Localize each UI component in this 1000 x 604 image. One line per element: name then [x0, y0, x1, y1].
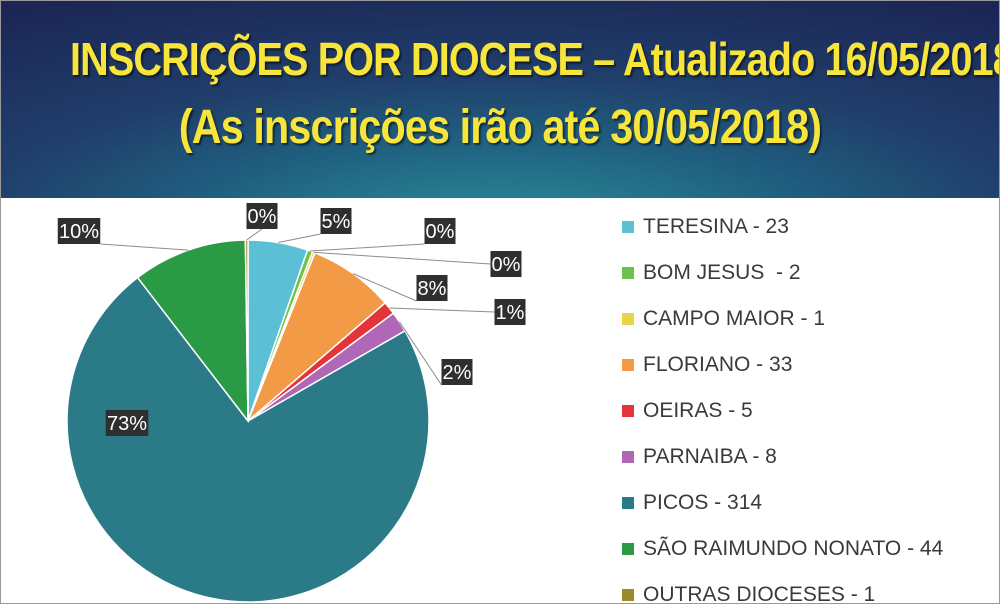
- data-label-box-sao-raimundo-nonato-44: [57, 218, 101, 244]
- leader-line-bom-jesus-2: [310, 243, 425, 252]
- legend-item-parnaiba-8: PARNAIBA - 8: [622, 434, 943, 480]
- data-label-box-teresina-23: [320, 208, 352, 234]
- legend-label: CAMPO MAIOR - 1: [643, 307, 826, 330]
- leader-line-parnaiba-8: [399, 321, 442, 386]
- legend-label: PARNAIBA - 8: [643, 445, 777, 468]
- data-label-teresina-23: 5%: [322, 211, 351, 233]
- legend-item-campo-maior-1: CAMPO MAIOR - 1: [622, 296, 943, 342]
- legend-label: SÃO RAIMUNDO NONATO - 44: [643, 537, 944, 560]
- data-label-box-outras-dioceses-1: [246, 203, 278, 229]
- data-label-bom-jesus-2: 0%: [426, 221, 455, 243]
- legend-swatch: [622, 221, 634, 233]
- chart-title: INSCRIÇÕES POR DIOCESE – Atualizado 16/0…: [70, 33, 1000, 85]
- legend-swatch: [622, 451, 634, 463]
- leader-line-oeiras-5: [389, 307, 495, 313]
- leader-line-teresina-23: [278, 233, 321, 244]
- chart-subtitle: (As inscrições irão até 30/05/2018): [178, 101, 822, 154]
- data-label-box-floriano-33: [416, 275, 448, 301]
- leader-line-sao-raimundo-nonato-44: [100, 243, 189, 251]
- title-banner: INSCRIÇÕES POR DIOCESE – Atualizado 16/0…: [0, 0, 1000, 198]
- chart-legend: TERESINA - 23 BOM JESUS - 2 CAMPO MAIOR - …: [622, 204, 943, 604]
- legend-item-teresina-23: TERESINA - 23: [622, 204, 943, 250]
- legend-swatch: [622, 359, 634, 371]
- legend-item-outras-dioceses-1: OUTRAS DIOCESES - 1: [622, 572, 943, 604]
- data-label-box-bom-jesus-2: [424, 218, 456, 244]
- legend-item-picos-314: PICOS - 314: [622, 480, 943, 526]
- leader-line-campo-maior-1: [313, 251, 491, 265]
- legend-item-bom-jesus-2: BOM JESUS - 2: [622, 250, 943, 296]
- data-label-outras-dioceses-1: 0%: [248, 206, 277, 228]
- data-label-box-oeiras-5: [494, 299, 526, 325]
- legend-item-oeiras-5: OEIRAS - 5: [622, 388, 943, 434]
- data-label-oeiras-5: 1%: [496, 302, 525, 324]
- data-label-floriano-33: 8%: [418, 278, 447, 300]
- legend-item-floriano-33: FLORIANO - 33: [622, 342, 943, 388]
- legend-label: FLORIANO - 33: [643, 353, 793, 376]
- legend-swatch: [622, 267, 634, 279]
- pie-slice-sao-raimundo-nonato-44: [136, 239, 249, 424]
- data-label-campo-maior-1: 0%: [492, 254, 521, 276]
- data-label-box-picos-314: [105, 410, 149, 436]
- leader-line-outras-dioceses-1: [246, 228, 263, 241]
- legend-item-sao-raimundo-nonato-44: SÃO RAIMUNDO NONATO - 44: [622, 526, 943, 572]
- legend-label: OUTRAS DIOCESES - 1: [643, 583, 876, 604]
- legend-label: BOM JESUS - 2: [643, 261, 801, 284]
- legend-label: OEIRAS - 5: [643, 399, 753, 422]
- legend-swatch: [622, 543, 634, 555]
- data-label-picos-314: 73%: [107, 413, 147, 435]
- data-label-box-campo-maior-1: [490, 251, 522, 277]
- legend-swatch: [622, 405, 634, 417]
- pie-slice-outras-dioceses-1: [244, 239, 249, 422]
- legend-label: PICOS - 314: [643, 491, 763, 514]
- pie-slice-picos-314: [66, 276, 430, 603]
- legend-label: TERESINA - 23: [643, 215, 789, 238]
- leader-line-floriano-33: [352, 273, 417, 302]
- data-label-sao-raimundo-nonato-44: 10%: [59, 221, 99, 243]
- data-label-parnaiba-8: 2%: [443, 362, 472, 384]
- legend-swatch: [622, 313, 634, 325]
- data-label-box-parnaiba-8: [441, 359, 473, 385]
- legend-swatch: [622, 589, 634, 601]
- legend-swatch: [622, 497, 634, 509]
